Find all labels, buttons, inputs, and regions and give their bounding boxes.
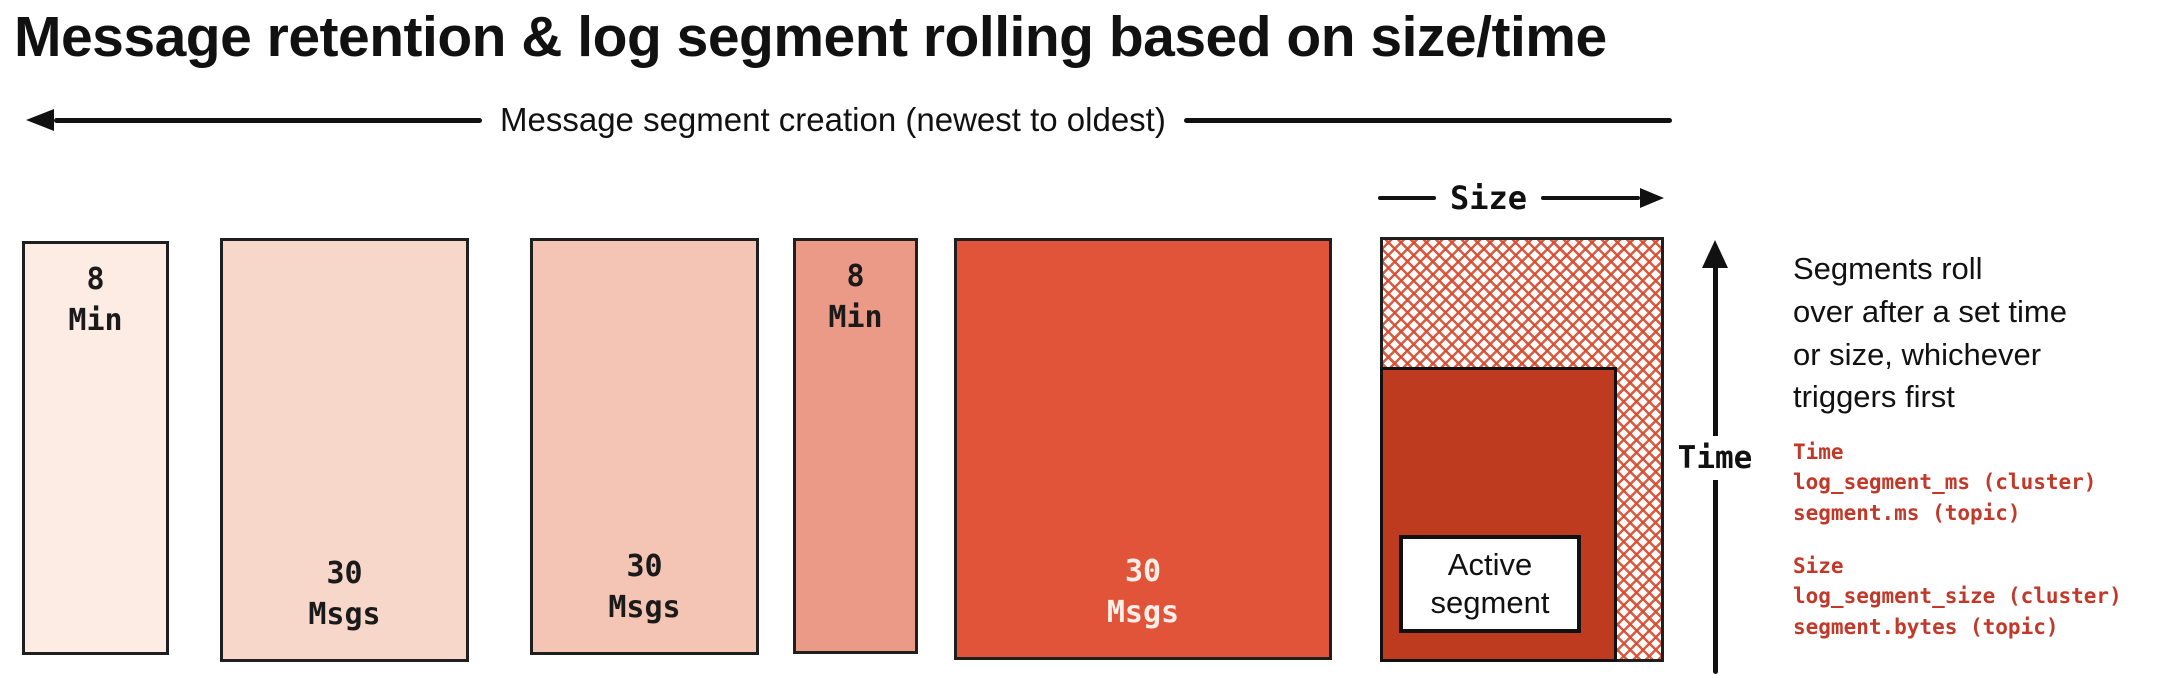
active-segment-hatched-area: Active segment — [1380, 237, 1664, 662]
page-title: Message retention & log segment rolling … — [14, 5, 1607, 69]
segment-label: 30 Msgs — [308, 556, 381, 632]
size-axis-label: Size — [1450, 179, 1528, 217]
log-segment-2: 30 Msgs — [220, 238, 469, 662]
time-config-line: log_segment_ms (cluster) — [1793, 470, 2097, 495]
size-config-line: segment.bytes (topic) — [1793, 614, 2059, 639]
arrowhead-up-icon — [1702, 240, 1728, 268]
time-axis-label: Time — [1675, 436, 1755, 480]
segment-label: 30 Msgs — [1106, 554, 1180, 630]
time-config-line: segment.ms (topic) — [1793, 500, 2021, 525]
time-config-heading: Time — [1793, 440, 1844, 464]
size-config-line: log_segment_size (cluster) — [1793, 584, 2122, 609]
arrow-line — [1378, 196, 1436, 200]
log-segment-5: 30 Msgs — [954, 238, 1332, 660]
active-segment-callout: Active segment — [1399, 535, 1581, 633]
log-segment-3: 30 Msgs — [530, 238, 759, 655]
arrowhead-right-icon — [1640, 188, 1664, 208]
explanation-note: Segments roll over after a set time or s… — [1793, 251, 2067, 415]
size-config-block: Size log_segment_size (cluster) segment.… — [1793, 551, 2163, 642]
size-axis-arrow: Size — [1378, 178, 1664, 218]
creation-arrow-label: Message segment creation (newest to olde… — [500, 101, 1166, 138]
log-segment-1: 8 Min — [22, 241, 169, 655]
arrow-line — [1541, 196, 1640, 200]
segment-label: 8 Min — [68, 262, 123, 338]
active-segment-fill: Active segment — [1380, 367, 1617, 662]
arrowhead-left-icon — [26, 109, 54, 131]
arrow-line — [1183, 117, 1672, 123]
time-axis-arrow: Time — [1675, 240, 1755, 674]
log-segment-4: 8 Min — [793, 238, 918, 654]
size-config-heading: Size — [1793, 554, 1844, 578]
segment-label: 8 Min — [828, 259, 883, 335]
time-config-block: Time log_segment_ms (cluster) segment.ms… — [1793, 437, 2163, 528]
segment-label: 30 Msgs — [608, 549, 681, 625]
creation-direction-arrow: Message segment creation (newest to olde… — [26, 100, 1672, 140]
arrow-line — [54, 117, 482, 123]
